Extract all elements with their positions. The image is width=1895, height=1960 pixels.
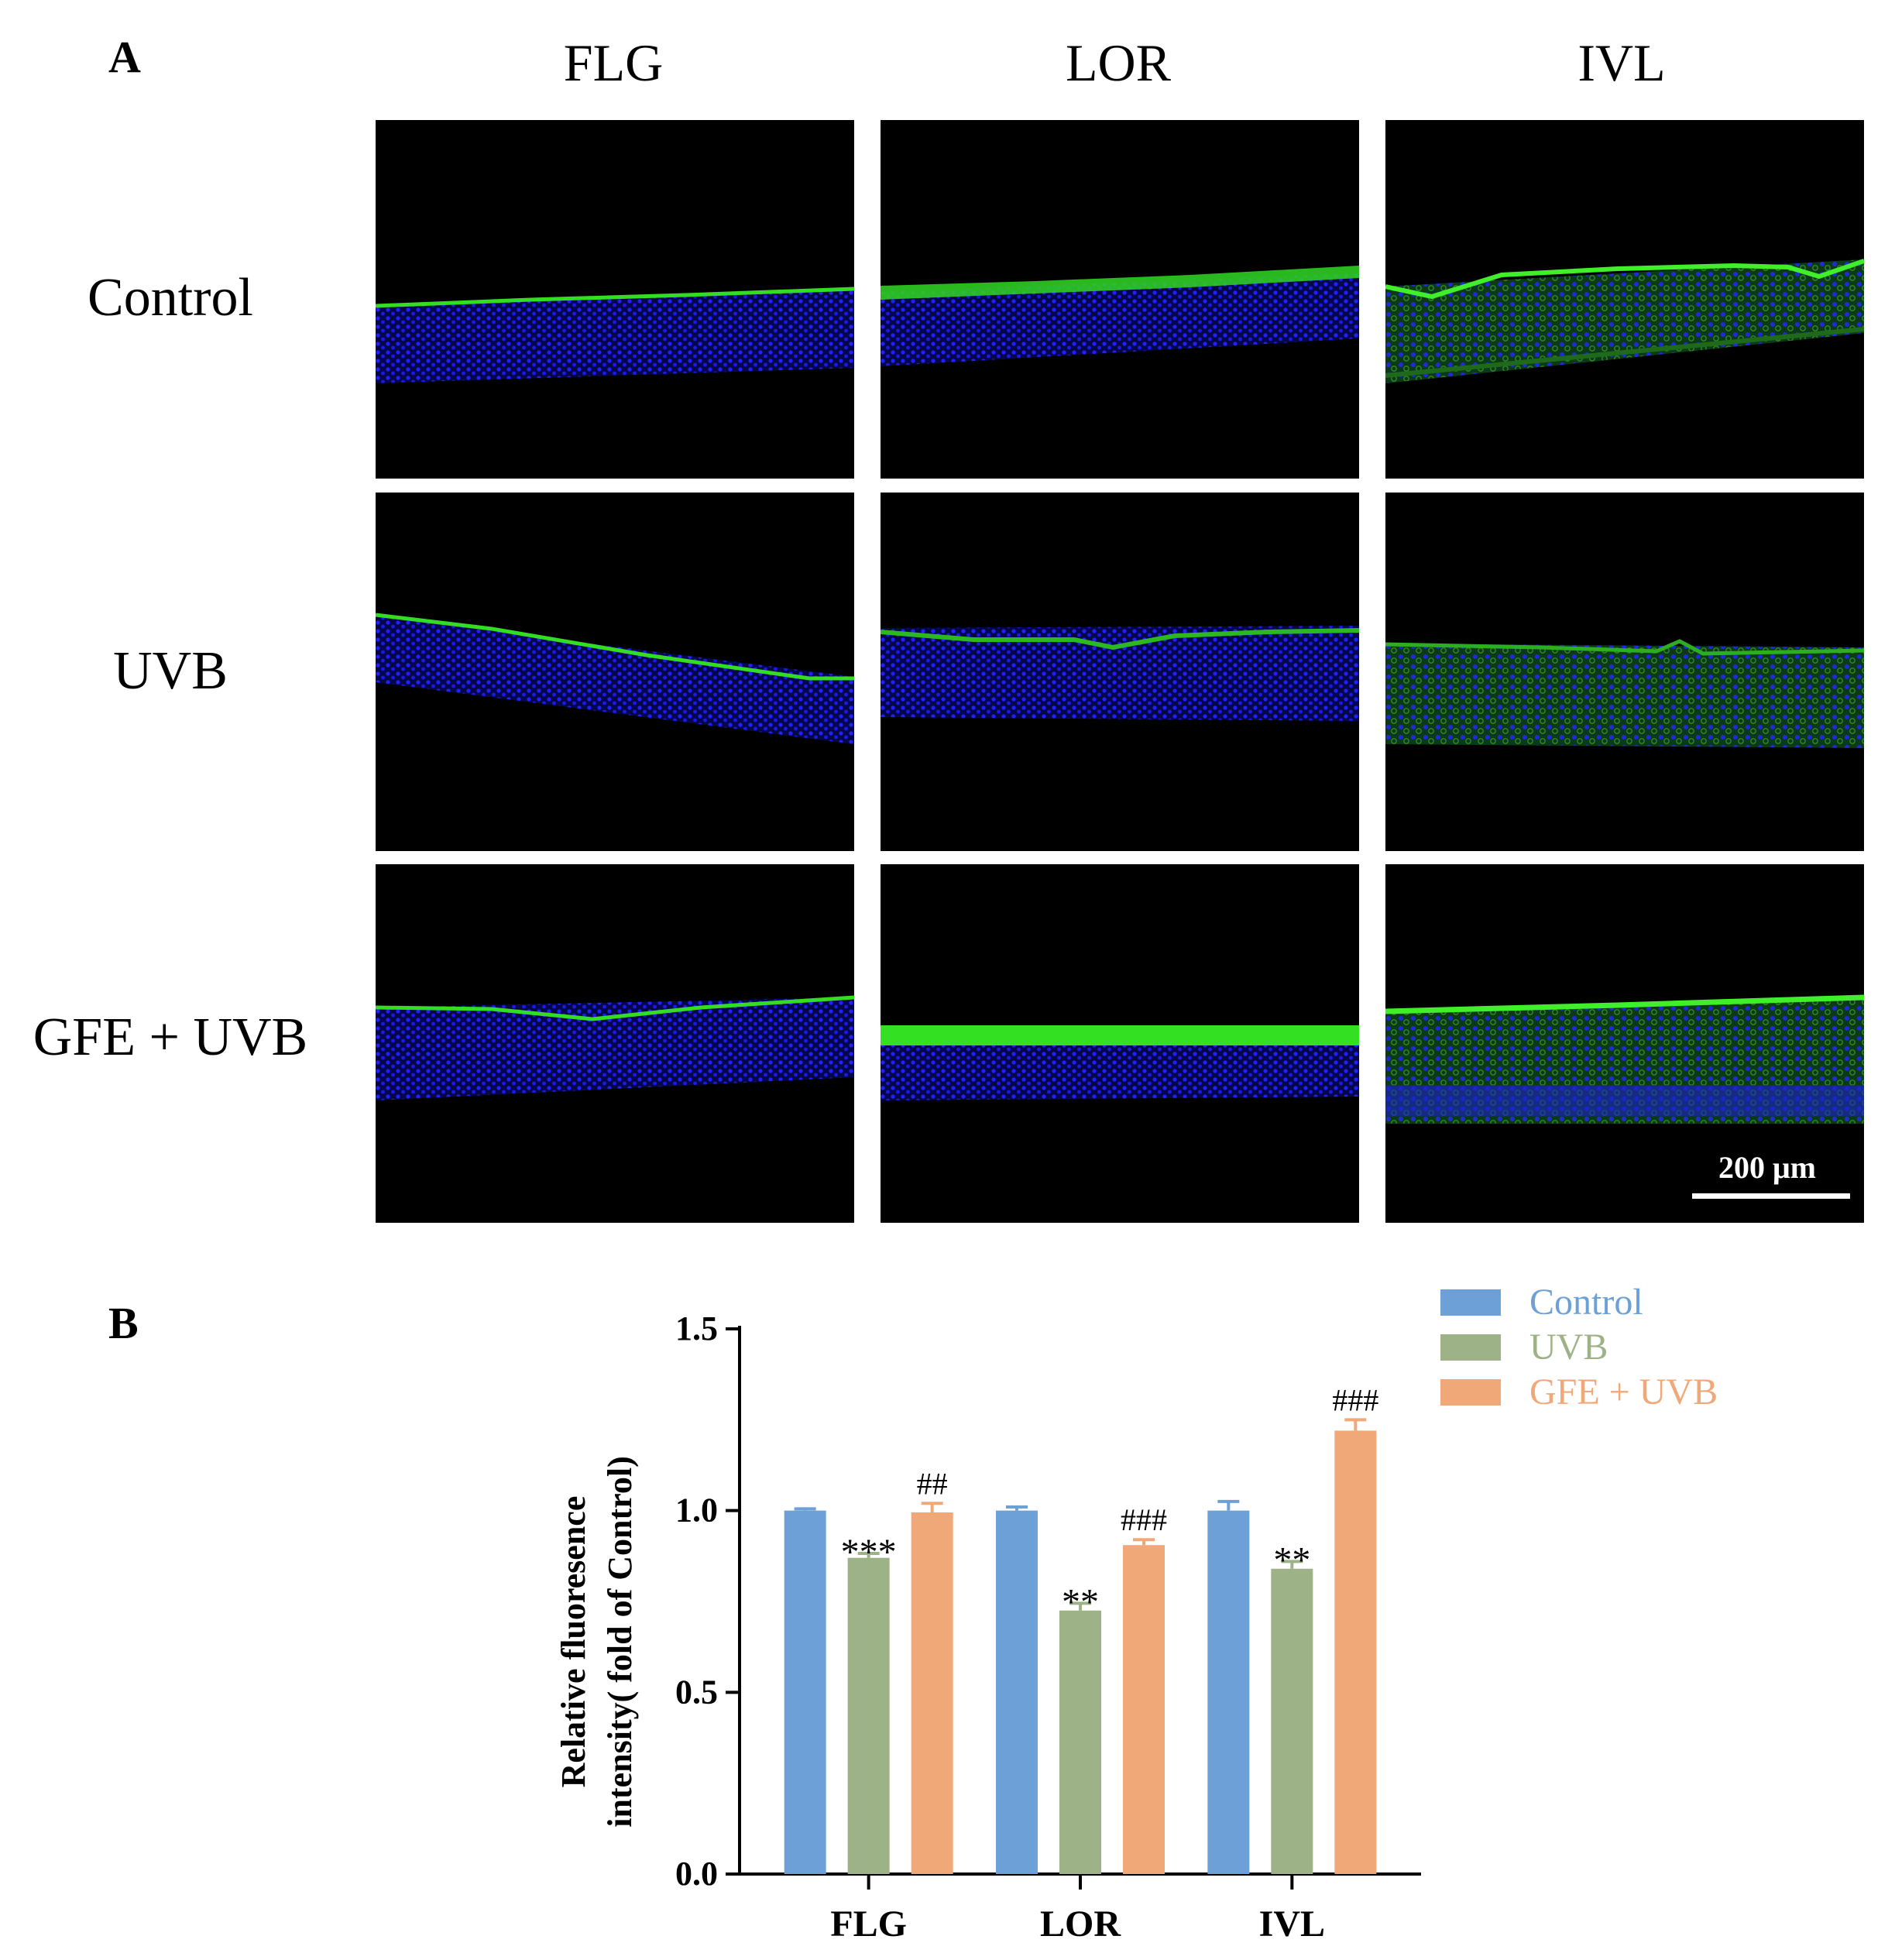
significance-label: ** — [1062, 1581, 1099, 1622]
bar-chart: 0.0 0.5 1.0 1.5 FLG LOR IVL *** ## ** ### ** ### Co… — [554, 1282, 1718, 1945]
micrograph-control-flg — [376, 120, 854, 479]
bar — [784, 1510, 826, 1874]
panel-b-letter: B — [108, 1298, 139, 1348]
tissue-section — [1385, 259, 1864, 383]
legend-label: UVB — [1529, 1327, 1608, 1368]
legend-swatch — [1440, 1379, 1501, 1406]
column-header-ivl: IVL — [1577, 33, 1666, 92]
micrograph-control-lor — [881, 120, 1359, 479]
bar — [1207, 1510, 1250, 1874]
bar — [1123, 1545, 1165, 1874]
y-tick-label: 1.0 — [675, 1491, 718, 1529]
bar — [1059, 1610, 1101, 1874]
chart-bars: *** ## ** ### ** ### — [784, 1382, 1378, 1874]
row-header-gfe-uvb: GFE + UVB — [33, 1007, 308, 1067]
micrograph-gfe-uvb-flg — [376, 864, 854, 1223]
tissue-section — [881, 1025, 1359, 1100]
bar — [996, 1510, 1038, 1874]
column-header-flg: FLG — [563, 33, 664, 92]
tissue-section — [881, 266, 1359, 366]
scale-bar-label: 200 μm — [1718, 1150, 1816, 1185]
legend-swatch — [1440, 1334, 1501, 1361]
significance-label: ### — [1121, 1502, 1167, 1537]
tissue-section — [1385, 639, 1864, 748]
row-header-control: Control — [88, 268, 253, 328]
panel-a-letter: A — [108, 32, 141, 82]
legend-label: GFE + UVB — [1529, 1371, 1718, 1413]
micrograph-uvb-ivl — [1385, 493, 1864, 851]
micrograph-gfe-uvb-ivl: 200 μm — [1385, 864, 1864, 1223]
significance-label: *** — [841, 1532, 897, 1573]
tissue-section — [376, 995, 854, 1100]
tissue-section — [881, 626, 1359, 721]
bar — [911, 1512, 953, 1874]
micrograph-gfe-uvb-lor — [881, 864, 1359, 1223]
x-tick-label: LOR — [1040, 1903, 1121, 1945]
column-header-lor: LOR — [1066, 33, 1171, 92]
bar — [1334, 1430, 1377, 1874]
y-axis-label-line2: intensity( fold of Control) — [601, 1456, 639, 1828]
legend-swatch — [1440, 1289, 1501, 1316]
y-tick-label: 0.0 — [675, 1855, 718, 1893]
micrograph-control-ivl — [1385, 120, 1864, 479]
x-tick-label: FLG — [830, 1903, 907, 1945]
row-header-uvb: UVB — [113, 641, 228, 701]
bar — [1271, 1568, 1313, 1874]
bar — [847, 1557, 890, 1874]
tissue-section — [376, 613, 854, 744]
tissue-section — [1385, 994, 1864, 1124]
y-tick-label: 0.5 — [675, 1673, 718, 1711]
legend-label: Control — [1529, 1282, 1643, 1323]
significance-label: ### — [1332, 1382, 1378, 1417]
significance-label: ** — [1273, 1540, 1310, 1581]
tissue-section — [376, 287, 854, 383]
x-tick-label: IVL — [1259, 1903, 1325, 1945]
significance-label: ## — [917, 1466, 948, 1501]
y-axis-label-line1: Relative fluoresence — [554, 1496, 592, 1788]
micrograph-uvb-flg — [376, 493, 854, 851]
micrograph-uvb-lor — [881, 493, 1359, 851]
y-tick-label: 1.5 — [675, 1310, 718, 1347]
scale-bar — [1692, 1193, 1850, 1199]
